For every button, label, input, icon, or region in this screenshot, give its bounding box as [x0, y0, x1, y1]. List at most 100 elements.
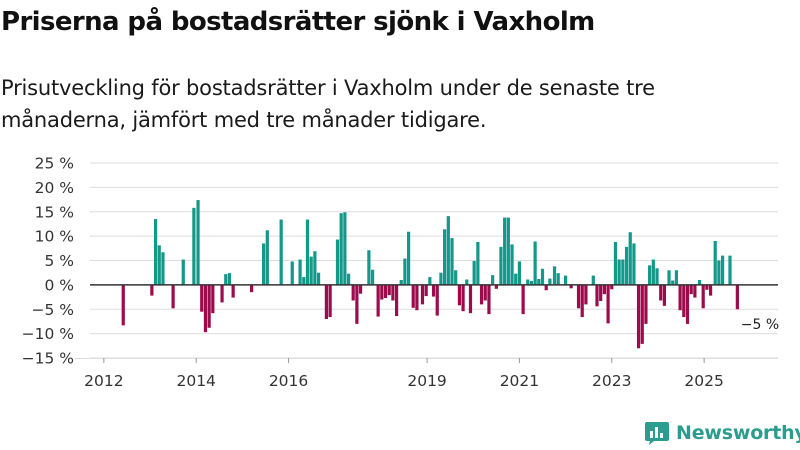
bar-positive	[367, 250, 371, 285]
bar-negative	[395, 284, 399, 317]
bar-positive	[298, 259, 302, 285]
bar-negative	[231, 284, 235, 298]
y-tick-label: 10 %	[35, 228, 74, 246]
x-tick-label: 2021	[500, 372, 539, 390]
bar-positive	[697, 280, 702, 285]
bar-negative	[411, 284, 415, 308]
bar-positive	[632, 243, 636, 285]
bar-positive	[262, 243, 266, 285]
bar-negative	[250, 284, 254, 293]
bar-positive	[153, 219, 158, 285]
bar-negative	[659, 284, 663, 301]
bar-negative	[701, 284, 705, 309]
bar-positive	[446, 216, 450, 285]
bar-negative	[435, 284, 439, 316]
bar-negative	[544, 284, 548, 291]
bar-negative	[521, 284, 525, 315]
bar-negative	[599, 284, 603, 301]
bar-positive	[617, 259, 621, 285]
bar-positive	[556, 273, 560, 285]
bar-negative	[483, 284, 487, 301]
bar-positive	[316, 272, 321, 285]
bar-positive	[181, 259, 185, 285]
bar-negative	[328, 284, 332, 318]
bar-positive	[399, 280, 403, 285]
bar-negative	[207, 284, 211, 328]
y-tick-label: 20 %	[35, 179, 74, 197]
bar-negative	[682, 284, 686, 318]
bar-positive	[279, 219, 283, 285]
y-axis-tick-labels: 25 % 20 % 15 % 10 % 5 % 0 % −5 % −10 % −15 %	[22, 155, 74, 368]
bar-positive	[476, 241, 480, 285]
bar-positive	[428, 277, 432, 285]
bar-positive	[450, 238, 454, 285]
x-tick-label: 2012	[84, 372, 123, 390]
bar-positive	[465, 279, 469, 285]
bar-positive	[537, 279, 541, 285]
bar-positive	[313, 251, 317, 285]
bar-positive	[717, 260, 721, 285]
bar-negative	[487, 284, 491, 315]
bar-positive	[407, 231, 411, 285]
y-tick-label: −10 %	[22, 325, 74, 343]
y-tick-label: 0 %	[44, 276, 74, 294]
bar-positive	[346, 273, 351, 285]
bar-positive	[655, 268, 659, 285]
last-value-annotation: −5 %	[741, 317, 779, 333]
bar-negative	[457, 284, 461, 306]
bar-positive	[439, 272, 443, 285]
bar-negative	[391, 284, 395, 301]
bar-negative	[595, 284, 599, 307]
y-tick-label: 5 %	[44, 252, 74, 270]
newsworthy-chart-icon	[645, 422, 669, 445]
bar-positive	[540, 268, 545, 285]
bar-negative	[468, 284, 473, 314]
bar-negative	[150, 284, 154, 296]
bar-positive	[343, 212, 347, 285]
bar-negative	[636, 284, 641, 349]
bar-positive	[624, 246, 629, 285]
bar-positive	[648, 265, 652, 285]
bar-positive	[339, 213, 343, 285]
x-axis: 2012 2014 2016 2019 2021 2023 2025	[75, 358, 778, 390]
bar-negative	[387, 284, 391, 296]
bar-positive	[728, 255, 732, 285]
bar-negative	[640, 284, 644, 344]
bar-positive	[533, 241, 537, 285]
y-tick-label: −15 %	[22, 350, 74, 368]
bar-negative	[678, 284, 682, 311]
bar-positive	[305, 219, 310, 285]
y-tick-label: 25 %	[35, 155, 74, 173]
newsworthy-logo: Newsworthy	[644, 419, 800, 447]
x-tick-label: 2025	[684, 372, 723, 390]
bar-positive	[628, 232, 632, 285]
bars	[121, 200, 739, 349]
bar-negative	[220, 284, 224, 303]
brand-name: Newsworthy	[676, 422, 800, 444]
bar-negative	[685, 284, 690, 324]
chart-title: Priserna på bostadsrätter sjönk i Vaxhol…	[1, 7, 595, 37]
bar-positive	[403, 258, 407, 285]
bar-negative	[358, 284, 363, 294]
bar-negative	[689, 284, 693, 295]
x-tick-label: 2023	[592, 372, 631, 390]
bar-positive	[621, 259, 625, 285]
bar-negative	[494, 284, 498, 289]
bar-negative	[324, 284, 329, 320]
x-tick-label: 2016	[269, 372, 308, 390]
bar-negative	[121, 284, 125, 326]
bar-negative	[383, 284, 388, 299]
bar-positive	[335, 239, 340, 285]
bar-positive	[454, 270, 458, 285]
bar-positive	[472, 260, 476, 285]
annotations: −5 %	[741, 317, 779, 333]
bar-negative	[580, 284, 584, 318]
bar-positive	[161, 252, 165, 285]
bar-positive	[591, 275, 595, 285]
bar-positive	[302, 277, 306, 285]
bar-negative	[693, 284, 697, 298]
bar-positive	[526, 279, 530, 285]
bar-positive	[674, 270, 679, 285]
bar-negative	[644, 284, 648, 324]
bar-negative	[576, 284, 581, 309]
